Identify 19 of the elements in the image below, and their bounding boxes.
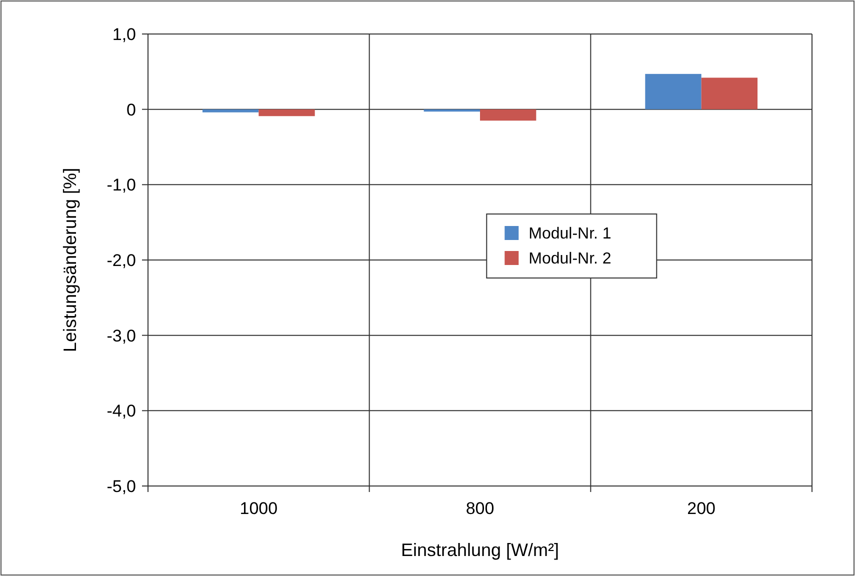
y-tick-label: -1,0	[106, 176, 136, 195]
y-tick-label: -5,0	[106, 476, 136, 496]
y-tick-label: -3,0	[106, 326, 136, 346]
x-axis-title: Einstrahlung [W/m²]	[400, 540, 560, 560]
bar	[202, 109, 259, 112]
y-tick-label: -2,0	[106, 250, 136, 270]
bar	[701, 78, 758, 110]
bar	[645, 74, 702, 110]
x-tick-label: 1000	[240, 499, 278, 518]
x-tick-label: 200	[687, 499, 716, 518]
y-tick-label: 0	[126, 100, 136, 120]
legend-label: Modul-Nr. 2	[528, 250, 612, 268]
x-tick-label: 800	[466, 499, 494, 518]
bar	[258, 109, 315, 116]
legend-label: Modul-Nr. 1	[528, 226, 612, 243]
y-tick-label: -4,0	[106, 402, 136, 421]
bar	[480, 109, 536, 121]
y-tick-label: 1,0	[112, 24, 136, 44]
y-axis-title: Leistungsänderung [%]	[60, 168, 80, 352]
